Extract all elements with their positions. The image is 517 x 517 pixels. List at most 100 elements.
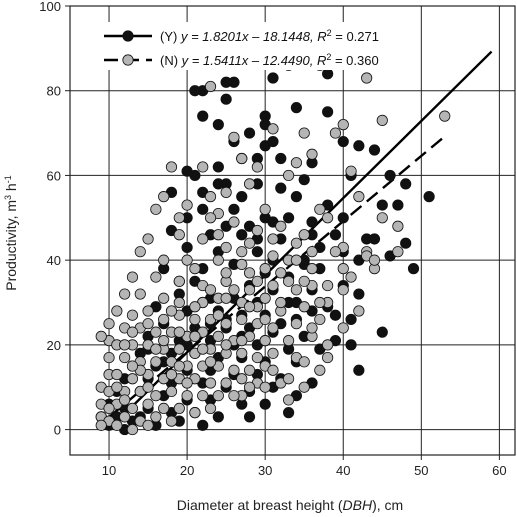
point-series-n <box>236 335 248 347</box>
x-tick-label: 20 <box>180 463 194 478</box>
point-series-n <box>275 267 287 279</box>
x-axis-title-part-1: Diameter at breast height ( <box>177 497 343 513</box>
point-series-n <box>158 335 170 347</box>
point-series-n <box>212 229 224 241</box>
point-series-n <box>236 373 248 385</box>
point-series-n <box>267 250 279 262</box>
point-series-y <box>197 419 209 431</box>
point-series-y <box>407 263 420 275</box>
point-series-n <box>103 351 115 364</box>
point-series-y <box>322 68 334 80</box>
point-series-n <box>353 305 365 317</box>
x-axis-title-part-3: ), cm <box>372 497 403 513</box>
legend: (Y) y = 1.8201x – 18.1448, R2 = 0.271 (N)… <box>98 22 398 70</box>
point-series-n <box>236 347 248 359</box>
point-series-n <box>150 411 162 423</box>
point-series-y <box>220 76 232 88</box>
x-tick-label: 10 <box>102 463 116 478</box>
point-series-n <box>282 373 295 385</box>
point-series-n <box>220 241 232 254</box>
point-series-n <box>368 254 381 266</box>
point-series-n <box>212 309 224 321</box>
point-series-n <box>275 220 287 232</box>
point-series-n <box>204 284 217 296</box>
point-series-y <box>212 411 224 423</box>
point-series-n <box>243 364 256 376</box>
point-series-n <box>314 364 326 376</box>
point-series-n <box>298 356 310 368</box>
point-series-n <box>189 407 201 419</box>
point-series-n <box>158 191 170 203</box>
point-series-y <box>197 203 209 215</box>
point-series-n <box>134 246 146 258</box>
point-series-n <box>290 157 303 169</box>
point-series-n <box>376 114 388 126</box>
point-series-y <box>322 106 334 118</box>
point-series-n <box>197 390 209 402</box>
point-series-y <box>212 119 224 131</box>
plot-frame <box>69 5 516 456</box>
point-series-n <box>290 237 303 249</box>
y-axis-title-part-1: Productivity, m <box>3 200 19 291</box>
point-series-y <box>275 182 287 194</box>
point-series-y <box>275 152 287 165</box>
point-series-n <box>173 360 185 372</box>
point-series-n <box>103 402 115 415</box>
point-series-n <box>282 275 295 287</box>
point-series-n <box>228 364 240 376</box>
point-series-n <box>212 254 224 266</box>
x-axis-title-italic: DBH <box>343 497 373 513</box>
point-series-n <box>204 80 217 93</box>
point-series-n <box>197 161 209 173</box>
point-series-n <box>439 110 451 122</box>
y-axis-title-sup-2: -1 <box>3 175 13 183</box>
point-series-y <box>212 161 224 173</box>
point-series-n <box>119 351 131 364</box>
point-series-n <box>119 339 131 351</box>
point-series-y <box>353 364 365 376</box>
point-series-n <box>251 224 263 237</box>
point-series-n <box>267 364 279 376</box>
point-series-n <box>282 335 295 347</box>
point-series-n <box>189 313 201 326</box>
point-series-n <box>275 296 287 309</box>
point-series-y <box>212 178 224 190</box>
point-series-y <box>376 199 388 211</box>
point-series-n <box>158 292 170 304</box>
point-series-n <box>298 127 310 139</box>
point-series-y <box>329 229 342 241</box>
point-series-n <box>259 335 271 347</box>
point-series-n <box>111 368 123 381</box>
axis-ticks: 10 20 30 40 50 60 0 20 40 60 80 100 <box>39 0 506 478</box>
point-series-n <box>243 178 256 190</box>
point-series-y <box>384 169 396 182</box>
point-series-n <box>134 288 146 300</box>
point-series-n <box>165 385 178 398</box>
point-series-n <box>150 203 162 215</box>
point-series-n <box>165 305 178 317</box>
point-series-n <box>165 161 178 173</box>
point-series-n <box>126 360 139 372</box>
y-tick-label: 80 <box>47 84 61 99</box>
point-series-n <box>228 284 240 296</box>
point-series-n <box>220 377 232 389</box>
point-series-n <box>282 394 295 406</box>
point-series-n <box>126 423 139 436</box>
y-axis-title-part-3: h <box>3 183 19 195</box>
point-series-n <box>329 127 342 139</box>
point-series-n <box>158 402 170 415</box>
point-series-n <box>251 351 263 364</box>
point-series-y <box>228 203 240 215</box>
point-series-n <box>314 313 326 326</box>
point-series-n <box>267 347 279 359</box>
point-series-n <box>173 229 185 241</box>
point-series-n <box>228 131 240 143</box>
point-series-n <box>228 390 240 402</box>
point-series-n <box>103 318 115 330</box>
point-series-n <box>259 263 271 275</box>
point-series-n <box>322 339 334 351</box>
point-series-n <box>126 309 139 321</box>
point-series-n <box>243 237 256 249</box>
legend-label-y: (Y) y = 1.8201x – 18.1448, R2 = 0.271 <box>160 28 379 44</box>
point-series-n <box>361 72 373 84</box>
